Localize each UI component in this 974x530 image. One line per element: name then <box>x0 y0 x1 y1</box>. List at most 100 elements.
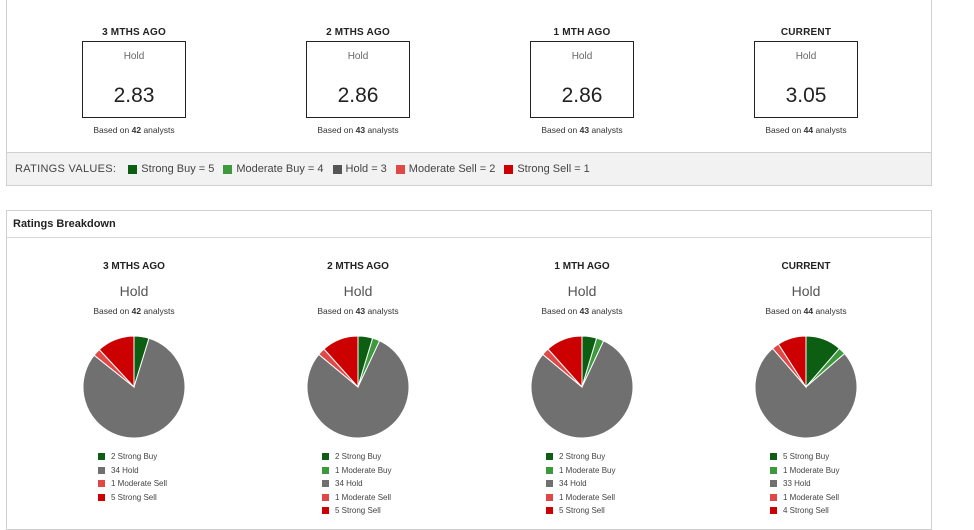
legend-swatch-icon <box>98 466 105 474</box>
pie-legend: 5 Strong Buy 1 Moderate Buy 33 Hold 1 Moder… <box>770 450 839 518</box>
based-suffix: analysts <box>813 125 847 135</box>
legend-swatch-icon <box>770 466 777 474</box>
legend-item-strong-sell[interactable]: 5 Strong Sell <box>546 504 615 518</box>
rating-value-strong-sell: Strong Sell = 1 <box>504 163 590 175</box>
legend-item-strong-buy[interactable]: 2 Strong Buy <box>98 450 167 464</box>
legend-item-hold[interactable]: 34 Hold <box>98 464 167 478</box>
strong-buy-swatch-icon <box>128 164 138 174</box>
legend-label: 1 Moderate Buy <box>783 465 840 475</box>
rating-value-strong-buy: Strong Buy = 5 <box>128 163 214 175</box>
based-prefix: Based on <box>765 306 804 316</box>
based-on-text: Based on 43 analysts <box>482 125 682 135</box>
pie-title: 1 MTH AGO <box>554 261 610 272</box>
legend-swatch-icon <box>770 480 777 488</box>
pie-slice-strong-sell[interactable] <box>547 335 583 389</box>
ratings-values-title: RATINGS VALUES: <box>15 163 117 175</box>
analyst-count: 43 <box>355 306 366 316</box>
legend-label: 5 Strong Sell <box>559 506 605 516</box>
legend-label: 2 Strong Buy <box>111 452 158 462</box>
score-label: Hold <box>123 51 145 62</box>
legend-item-strong-sell[interactable]: 5 Strong Sell <box>98 491 167 505</box>
based-suffix: analysts <box>589 306 623 316</box>
legend-item-moderate-sell[interactable]: 1 Moderate Sell <box>98 477 167 491</box>
period-title: 2 MTHS AGO <box>326 27 390 38</box>
legend-item-moderate-sell[interactable]: 1 Moderate Sell <box>546 491 615 505</box>
legend-item-moderate-buy[interactable]: 1 Moderate Buy <box>322 464 391 478</box>
legend-item-hold[interactable]: 34 Hold <box>322 477 391 491</box>
legend-label: 34 Hold <box>559 479 587 489</box>
analyst-count: 43 <box>579 125 590 135</box>
based-on-text: Based on 43 analysts <box>258 125 458 135</box>
pie-chart <box>754 335 858 439</box>
consensus-col-2m: 2 MTHS AGO <box>258 27 458 38</box>
ratings-breakdown-panel: Ratings Breakdown 3 MTHS AGO Hold Based … <box>6 210 932 530</box>
pie-col-3m: 3 MTHS AGO Hold Based on 42 analysts 2 S… <box>34 261 234 502</box>
period-title: 3 MTHS AGO <box>102 27 166 38</box>
pie-slice-hold[interactable] <box>754 347 858 439</box>
legend-swatch-icon <box>322 507 329 515</box>
pie-consensus: Hold <box>119 283 149 299</box>
legend-swatch-icon <box>770 453 777 461</box>
legend-swatch-icon <box>322 480 329 488</box>
legend-label: 1 Moderate Sell <box>335 492 392 502</box>
based-prefix: Based on <box>765 125 804 135</box>
score-value: 2.83 <box>113 84 155 107</box>
based-suffix: analysts <box>589 125 623 135</box>
ratings-breakdown-title: Ratings Breakdown <box>7 211 931 238</box>
score-value: 2.86 <box>561 84 603 107</box>
legend-swatch-icon <box>546 493 553 501</box>
legend-item-hold[interactable]: 34 Hold <box>546 477 615 491</box>
legend-swatch-icon <box>98 480 105 488</box>
based-suffix: analysts <box>365 306 399 316</box>
legend-swatch-icon <box>322 466 329 474</box>
legend-label: 33 Hold <box>783 479 811 489</box>
legend-label: 1 Moderate Sell <box>111 479 168 489</box>
legend-label: 34 Hold <box>111 465 139 475</box>
analyst-count: 43 <box>579 306 590 316</box>
pie-chart <box>306 335 410 439</box>
pie-legend: 2 Strong Buy 34 Hold 1 Moderate Sell 5 Stro… <box>98 450 167 504</box>
pie-col-2m: 2 MTHS AGO Hold Based on 43 analysts 2 S… <box>258 261 458 515</box>
pie-title: 3 MTHS AGO <box>103 261 165 272</box>
legend-swatch-icon <box>770 507 777 515</box>
legend-swatch-icon <box>322 493 329 501</box>
pie-slice-hold[interactable] <box>82 337 186 439</box>
legend-item-moderate-sell[interactable]: 1 Moderate Sell <box>322 491 391 505</box>
legend-item-moderate-buy[interactable]: 1 Moderate Buy <box>546 464 615 478</box>
score-box-2m: Hold 2.86 <box>306 41 410 118</box>
legend-item-strong-sell[interactable]: 5 Strong Sell <box>322 504 391 518</box>
consensus-col-current: CURRENT <box>706 27 906 38</box>
pie-slice-hold[interactable] <box>306 340 410 439</box>
legend-item-moderate-sell[interactable]: 1 Moderate Sell <box>770 491 839 505</box>
pie-slice-hold[interactable] <box>530 340 634 439</box>
legend-item-hold[interactable]: 33 Hold <box>770 477 839 491</box>
legend-item-strong-sell[interactable]: 4 Strong Sell <box>770 504 839 518</box>
based-prefix: Based on <box>541 306 580 316</box>
based-suffix: analysts <box>141 125 175 135</box>
pie-based-on: Based on 42 analysts <box>34 306 234 316</box>
legend-swatch-icon <box>546 453 553 461</box>
score-box-current: Hold 3.05 <box>754 41 858 118</box>
legend-item-strong-buy[interactable]: 2 Strong Buy <box>322 450 391 464</box>
pie-title: CURRENT <box>781 261 831 272</box>
pie-chart <box>530 335 634 439</box>
based-suffix: analysts <box>365 125 399 135</box>
based-prefix: Based on <box>93 125 132 135</box>
legend-label: 2 Strong Buy <box>335 452 382 462</box>
legend-item-moderate-buy[interactable]: 1 Moderate Buy <box>770 464 839 478</box>
period-title: 1 MTH AGO <box>553 27 611 38</box>
legend-swatch-icon <box>546 507 553 515</box>
based-prefix: Based on <box>93 306 132 316</box>
score-value: 3.05 <box>785 84 827 107</box>
pie-slice-strong-sell[interactable] <box>98 335 135 389</box>
pie-slice-strong-sell[interactable] <box>777 335 807 389</box>
rating-value-label: Moderate Buy = 4 <box>236 163 324 175</box>
legend-item-strong-buy[interactable]: 2 Strong Buy <box>546 450 615 464</box>
pie-slice-strong-sell[interactable] <box>323 335 359 389</box>
pie-col-current: CURRENT Hold Based on 44 analysts 5 Stro… <box>706 261 906 515</box>
based-on-text: Based on 44 analysts <box>706 125 906 135</box>
score-value: 2.86 <box>337 84 379 107</box>
legend-item-strong-buy[interactable]: 5 Strong Buy <box>770 450 839 464</box>
legend-label: 4 Strong Sell <box>783 506 829 516</box>
pie-legend: 2 Strong Buy 1 Moderate Buy 34 Hold 1 Moder… <box>322 450 391 518</box>
